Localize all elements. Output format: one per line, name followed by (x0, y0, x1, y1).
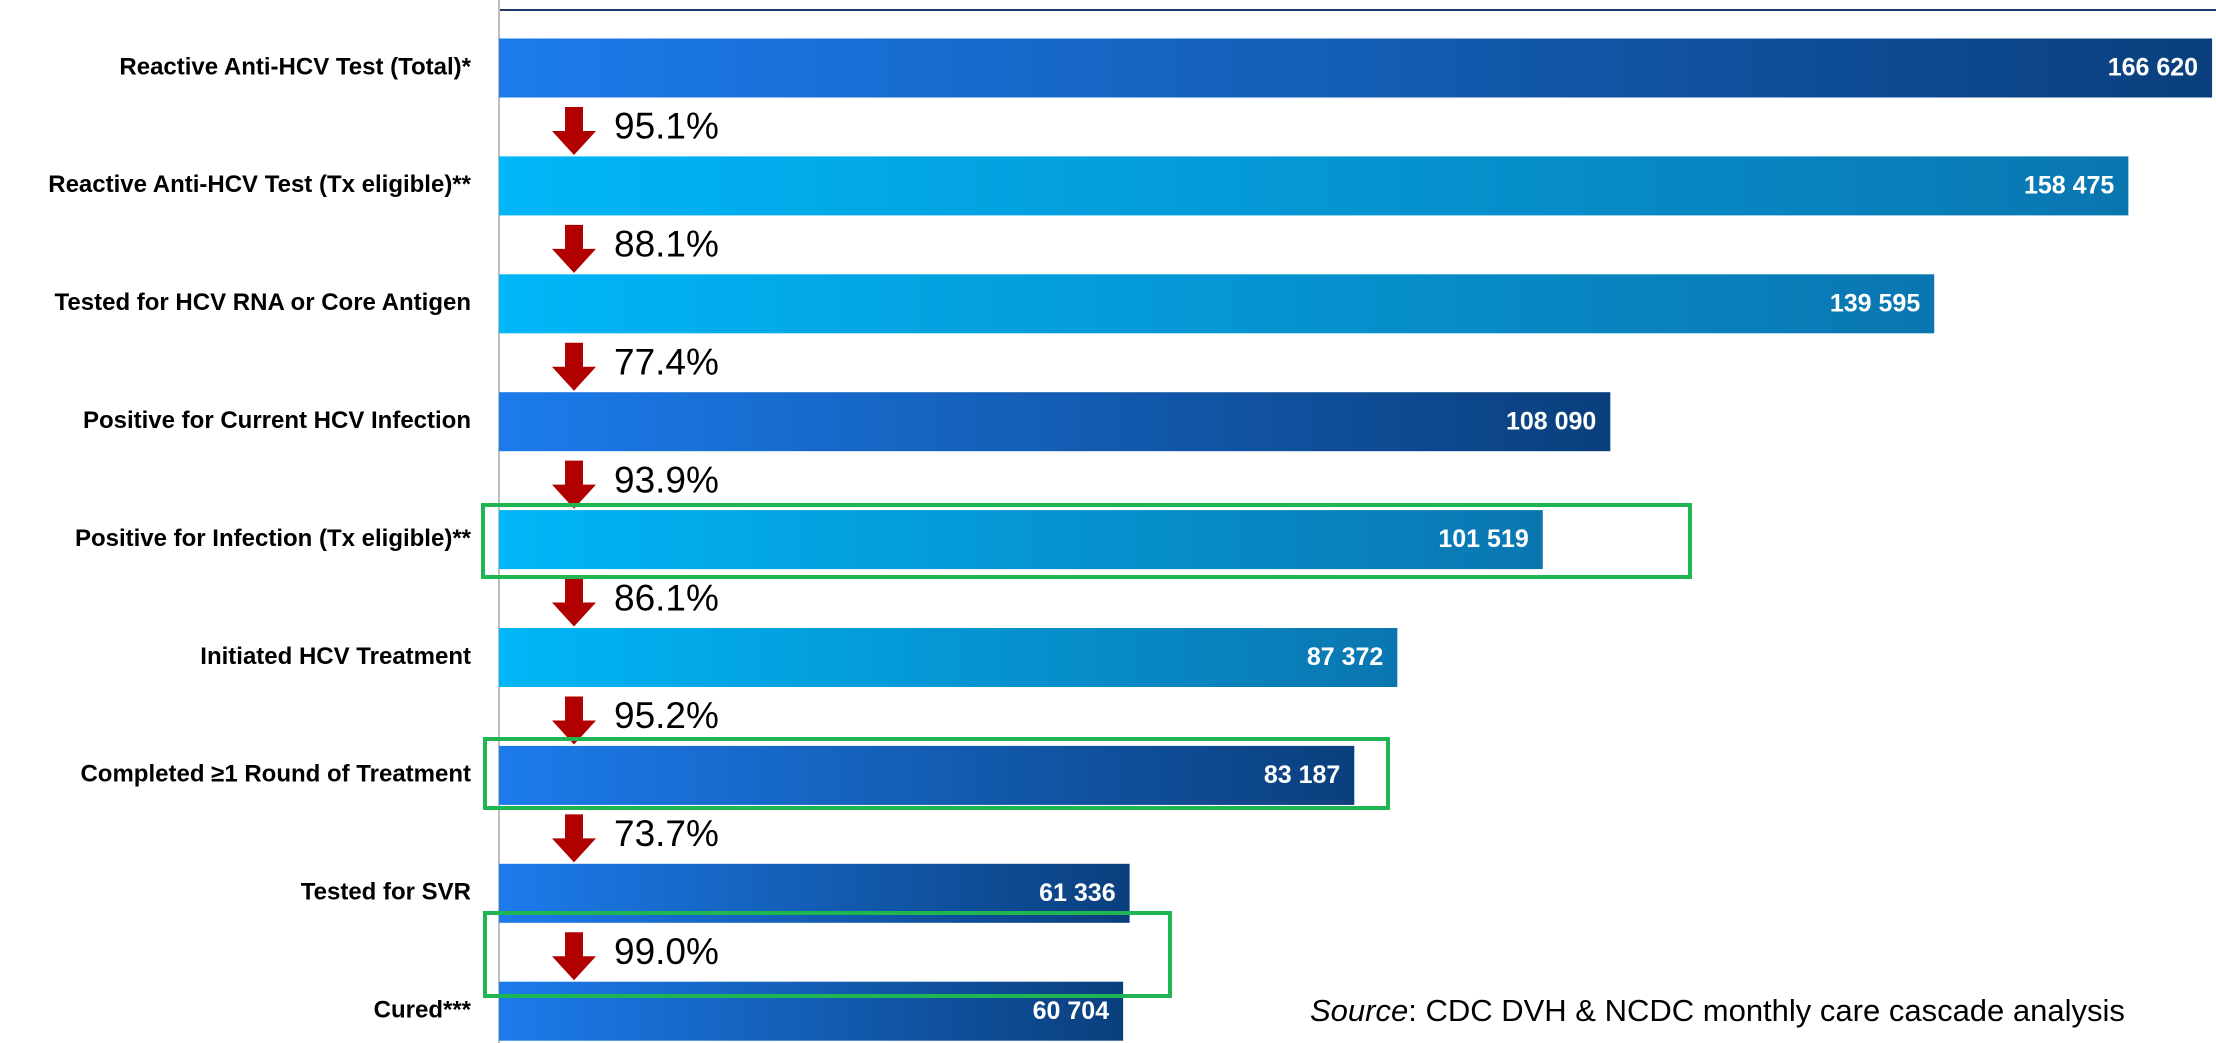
category-label: Reactive Anti-HCV Test (Tx eligible)** (48, 171, 471, 198)
value-label: 101 519 (1438, 525, 1528, 553)
category-label: Completed ≥1 Round of Treatment (80, 761, 471, 788)
conversion-label: 99.0% (614, 931, 719, 972)
bar (499, 510, 1543, 570)
value-label: 158 475 (2024, 172, 2114, 200)
category-label: Positive for Infection (Tx eligible)** (75, 525, 472, 552)
source-text: : CDC DVH & NCDC monthly care cascade an… (1408, 993, 2125, 1028)
category-label: Initiated HCV Treatment (200, 643, 471, 670)
value-label: 83 187 (1264, 761, 1340, 789)
value-label: 60 704 (1033, 997, 1110, 1025)
conversion-arrow (552, 460, 596, 509)
bar (499, 274, 1935, 334)
highlight-box (481, 503, 1692, 579)
conversion-arrow (552, 224, 596, 273)
source-note: Source: CDC DVH & NCDC monthly care casc… (1310, 993, 2125, 1028)
conversion-label: 73.7% (614, 813, 719, 854)
category-label: Cured*** (374, 997, 472, 1024)
bar (499, 392, 1611, 452)
value-label: 87 372 (1307, 643, 1383, 671)
conversion-arrow (552, 578, 596, 627)
category-label: Tested for HCV RNA or Core Antigen (55, 289, 471, 316)
conversion-label: 93.9% (614, 459, 719, 500)
bar (499, 38, 2213, 98)
category-label: Positive for Current HCV Infection (83, 407, 471, 434)
conversion-label: 77.4% (614, 342, 719, 383)
category-label: Reactive Anti-HCV Test (Total)* (119, 53, 471, 80)
value-label: 108 090 (1506, 407, 1596, 435)
conversion-arrow (552, 342, 596, 391)
value-label: 166 620 (2108, 54, 2198, 82)
conversion-label: 86.1% (614, 577, 719, 618)
conversion-label: 88.1% (614, 224, 719, 265)
bar (499, 156, 2129, 216)
conversion-arrow (552, 696, 596, 745)
highlight-box (483, 911, 1172, 998)
conversion-label: 95.1% (614, 106, 719, 147)
bar (499, 745, 1355, 805)
conversion-arrow (552, 106, 596, 155)
conversion-arrow (552, 814, 596, 863)
highlight-box (483, 737, 1390, 810)
bar (499, 628, 1398, 687)
bar (499, 981, 1124, 1041)
conversion-label: 95.2% (614, 695, 719, 736)
source-label: Source (1310, 993, 1408, 1028)
category-label: Tested for SVR (301, 879, 471, 906)
value-label: 139 595 (1830, 289, 1920, 317)
conversion-arrow (552, 932, 596, 981)
value-label: 61 336 (1039, 879, 1115, 907)
